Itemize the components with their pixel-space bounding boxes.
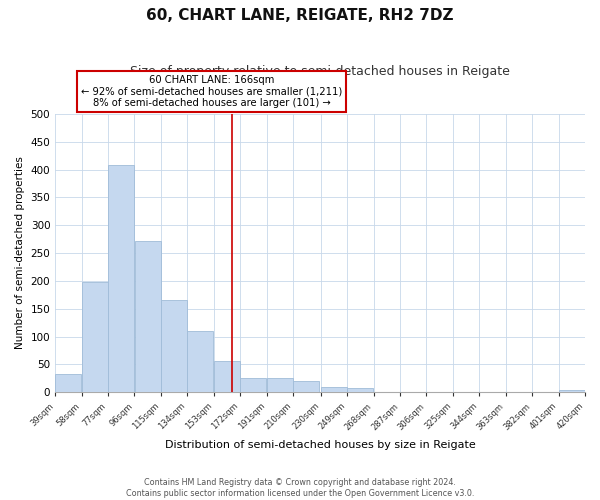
Bar — [108, 165, 134, 392]
Bar — [134, 242, 161, 392]
Bar — [321, 387, 347, 392]
Bar — [82, 282, 108, 392]
Y-axis label: Number of semi-detached properties: Number of semi-detached properties — [15, 156, 25, 350]
Bar — [241, 378, 266, 392]
Bar — [267, 378, 293, 392]
Bar — [214, 361, 240, 392]
Bar — [55, 374, 82, 392]
Bar — [187, 331, 214, 392]
Title: Size of property relative to semi-detached houses in Reigate: Size of property relative to semi-detach… — [130, 65, 510, 78]
Bar — [347, 388, 373, 392]
Text: 60 CHART LANE: 166sqm
← 92% of semi-detached houses are smaller (1,211)
8% of se: 60 CHART LANE: 166sqm ← 92% of semi-deta… — [81, 75, 342, 108]
Text: Contains HM Land Registry data © Crown copyright and database right 2024.
Contai: Contains HM Land Registry data © Crown c… — [126, 478, 474, 498]
Bar — [161, 300, 187, 392]
Bar — [559, 390, 585, 392]
Text: 60, CHART LANE, REIGATE, RH2 7DZ: 60, CHART LANE, REIGATE, RH2 7DZ — [146, 8, 454, 22]
X-axis label: Distribution of semi-detached houses by size in Reigate: Distribution of semi-detached houses by … — [165, 440, 475, 450]
Bar — [293, 380, 319, 392]
